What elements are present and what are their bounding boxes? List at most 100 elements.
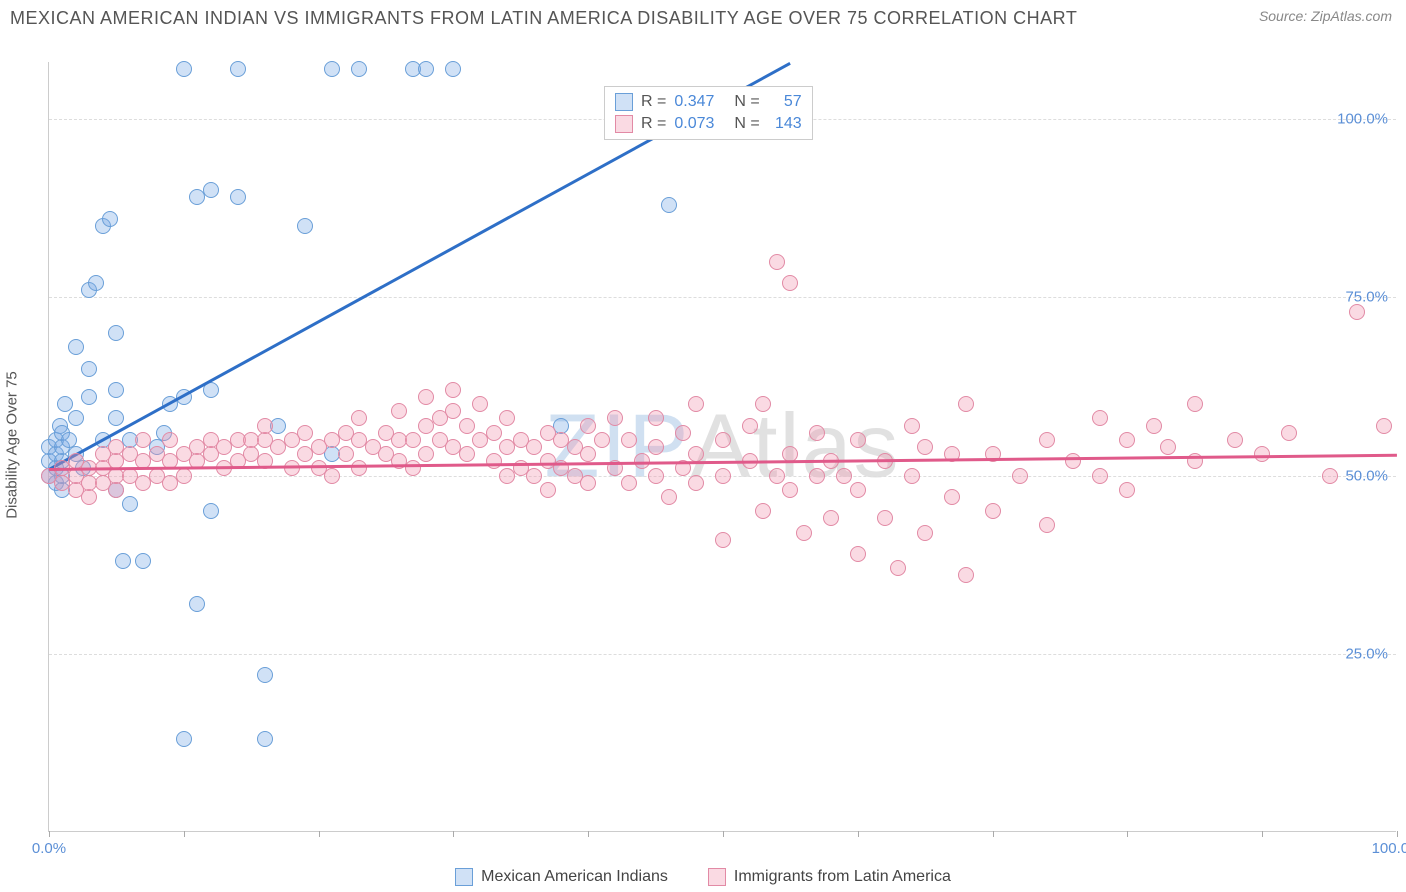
y-tick-label: 100.0% [1337,111,1388,128]
scatter-point [944,489,960,505]
x-tick [993,831,994,837]
stat-n-label: N = [734,115,759,133]
scatter-point [917,439,933,455]
scatter-point [230,61,246,77]
legend-item-mexican: Mexican American Indians [455,868,668,886]
stats-row: R =0.347N =57 [615,91,802,113]
scatter-point [297,425,313,441]
scatter-point [715,468,731,484]
scatter-point [809,468,825,484]
scatter-point [108,482,124,498]
scatter-point [648,468,664,484]
scatter-point [1092,468,1108,484]
x-tick [453,831,454,837]
scatter-point [688,475,704,491]
legend-bottom: Mexican American Indians Immigrants from… [0,868,1406,886]
scatter-point [877,510,893,526]
scatter-point [405,460,421,476]
scatter-point [162,432,178,448]
y-axis-title: Disability Age Over 75 [4,371,21,519]
legend-swatch-icon [615,93,633,111]
scatter-point [284,460,300,476]
scatter-point [580,475,596,491]
scatter-point [715,532,731,548]
scatter-point [755,503,771,519]
source-attribution: Source: ZipAtlas.com [1259,8,1392,24]
scatter-point [135,432,151,448]
scatter-point [904,418,920,434]
scatter-point [108,382,124,398]
scatter-point [445,382,461,398]
scatter-point [1039,432,1055,448]
scatter-point [391,403,407,419]
legend-swatch-icon [615,115,633,133]
scatter-point [445,403,461,419]
scatter-point [917,525,933,541]
scatter-point [81,489,97,505]
scatter-point [540,482,556,498]
scatter-point [621,475,637,491]
scatter-point [1349,304,1365,320]
scatter-point [81,389,97,405]
x-tick [1262,831,1263,837]
scatter-point [688,396,704,412]
scatter-point [108,410,124,426]
source-prefix: Source: [1259,8,1311,24]
scatter-point [580,446,596,462]
stats-row: R =0.073N =143 [615,113,802,135]
stat-n-value: 57 [768,93,802,111]
gridline [49,654,1396,655]
chart-container: Disability Age Over 75 ZIPAtlas 25.0%50.… [0,40,1406,850]
scatter-point [203,503,219,519]
scatter-point [904,468,920,484]
stat-n-value: 143 [768,115,802,133]
scatter-point [68,339,84,355]
scatter-point [108,325,124,341]
stats-legend: R =0.347N =57R =0.073N =143 [604,86,813,140]
scatter-point [594,432,610,448]
scatter-point [648,410,664,426]
chart-title: MEXICAN AMERICAN INDIAN VS IMMIGRANTS FR… [10,8,1077,29]
scatter-point [621,432,637,448]
y-tick-label: 25.0% [1345,645,1388,662]
scatter-point [176,731,192,747]
scatter-point [796,525,812,541]
scatter-point [351,61,367,77]
scatter-point [526,468,542,484]
scatter-point [176,61,192,77]
x-tick [588,831,589,837]
scatter-point [1376,418,1392,434]
scatter-point [688,446,704,462]
scatter-point [418,61,434,77]
x-tick [1397,831,1398,837]
legend-swatch-icon [455,868,473,886]
scatter-point [1146,418,1162,434]
scatter-point [203,182,219,198]
x-tick [723,831,724,837]
stat-r-label: R = [641,93,666,111]
scatter-point [958,396,974,412]
scatter-point [459,418,475,434]
x-tick [49,831,50,837]
scatter-point [405,432,421,448]
stat-r-value: 0.073 [674,115,726,133]
y-tick-label: 75.0% [1345,289,1388,306]
scatter-point [1012,468,1028,484]
scatter-point [1187,396,1203,412]
stat-r-value: 0.347 [674,93,726,111]
scatter-point [135,553,151,569]
scatter-point [257,418,273,434]
scatter-point [1065,453,1081,469]
scatter-point [526,439,542,455]
scatter-point [459,446,475,462]
legend-label: Immigrants from Latin America [734,868,951,886]
scatter-point [755,396,771,412]
scatter-point [607,410,623,426]
scatter-point [351,460,367,476]
scatter-point [176,468,192,484]
scatter-point [88,275,104,291]
scatter-point [809,425,825,441]
scatter-point [850,432,866,448]
scatter-point [68,410,84,426]
scatter-point [675,425,691,441]
